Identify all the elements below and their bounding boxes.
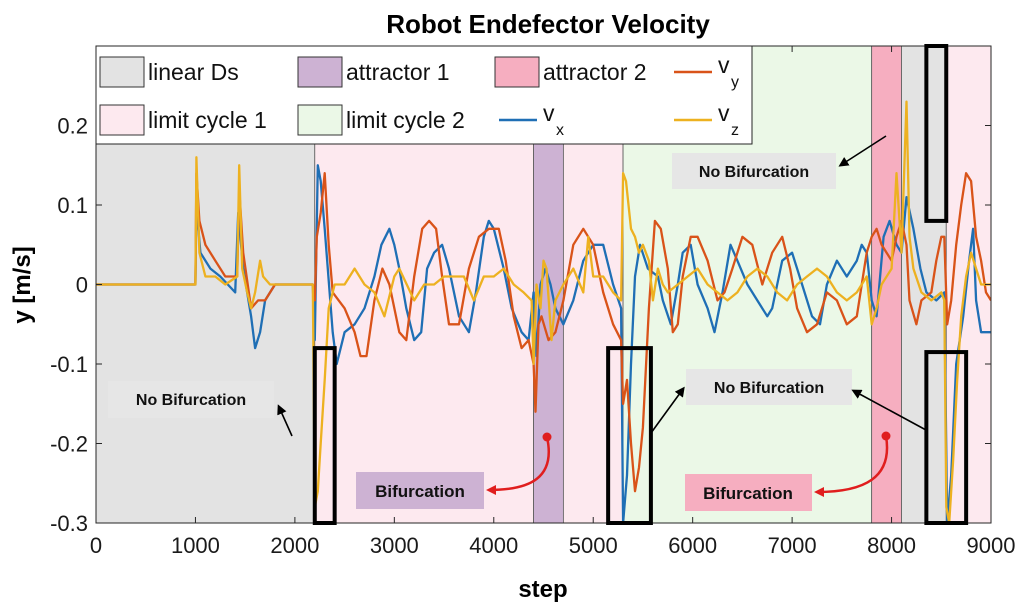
annotation-box [108,381,274,418]
legend-label: v [718,100,730,126]
legend-label: attractor 1 [346,59,450,85]
y-axis-label: y [m/s] [9,246,36,323]
legend-label: linear Ds [148,59,239,85]
legend-label-subscript: y [731,74,739,91]
y-tick-label: 0.1 [57,193,88,218]
x-tick-label: 8000 [867,533,916,558]
legend-item: attractor 1 [297,56,450,88]
legend-item: vx [499,100,564,139]
x-axis-label: step [518,576,567,603]
legend-item: limit cycle 1 [99,104,267,136]
legend-swatch [494,56,540,88]
x-tick-label: 1000 [171,533,220,558]
highlight-boxes [312,44,969,526]
y-axis-ticks: -0.3 -0.2 -0.1 0 0.1 0.2 [50,114,991,536]
annotation-label: Bifurcation [703,484,793,503]
legend-item: vy [674,52,739,91]
y-tick-label: -0.3 [50,511,88,536]
x-tick-label: 2000 [270,533,319,558]
annotation-arrow [486,436,550,495]
legend-label: limit cycle 1 [148,107,267,133]
legend-label-subscript: x [556,122,564,139]
x-axis-ticks: 0 1000 2000 3000 4000 5000 6000 7000 8000 9000 [90,46,1016,558]
highlight-box [924,44,949,223]
x-tick-label: 4000 [469,533,518,558]
annotation-no-bifurcation-top: No Bifurcation [672,135,887,189]
annotation-arrow [650,386,685,434]
annotation-bifurcation-attractor1: Bifurcation [356,432,552,509]
x-tick-label: 7000 [768,533,817,558]
legend-swatch [99,56,145,88]
x-tick-label: 5000 [569,533,618,558]
annotation-arrow [838,135,887,167]
x-tick-label: 0 [90,533,102,558]
highlight-box [606,346,653,525]
annotation-box [672,153,836,189]
annotation-box [356,472,484,509]
annotation-arrow [277,404,293,437]
annotation-label: No Bifurcation [714,380,824,397]
legend-item: vz [674,100,739,139]
chart-title: Robot Endefector Velocity [386,9,710,39]
y-tick-label: -0.1 [50,352,88,377]
series-line-v-x [96,164,991,523]
legend-label: attractor 2 [543,59,647,85]
annotation-no-bifurcation-left: No Bifurcation [108,381,293,437]
legend-frame [95,45,753,145]
annotation-box [686,369,852,405]
legend-item: limit cycle 2 [297,104,465,136]
y-tick-label: -0.2 [50,432,88,457]
legend-label: v [718,52,730,78]
annotation-no-bifurcation-middle: No Bifurcation [650,369,927,434]
y-tick-label: 0.2 [57,114,88,139]
highlight-box [924,350,969,526]
legend-swatch [297,56,343,88]
annotation-label: No Bifurcation [699,164,809,181]
x-tick-label: 6000 [668,533,717,558]
series-line-v-z [96,100,991,523]
x-tick-label: 9000 [967,533,1016,558]
legend-swatch [297,104,343,136]
annotation-box [685,474,812,511]
annotation-arrow [851,389,927,431]
annotation-label: No Bifurcation [136,392,246,409]
legend-label: v [543,100,555,126]
annotation-label: Bifurcation [375,482,465,501]
legend-label-subscript: z [731,122,739,139]
highlight-box [312,346,337,525]
y-tick-label: 0 [76,273,88,298]
legend-swatch [99,104,145,136]
annotation-bifurcation-attractor2: Bifurcation [685,431,891,511]
legend-item: linear Ds [99,56,239,88]
series-line-v-y [96,172,991,493]
velocity-series [96,100,991,523]
x-tick-label: 3000 [370,533,419,558]
annotation-arrow [814,435,889,497]
legend-label: limit cycle 2 [346,107,465,133]
legend-item: attractor 2 [494,56,647,88]
